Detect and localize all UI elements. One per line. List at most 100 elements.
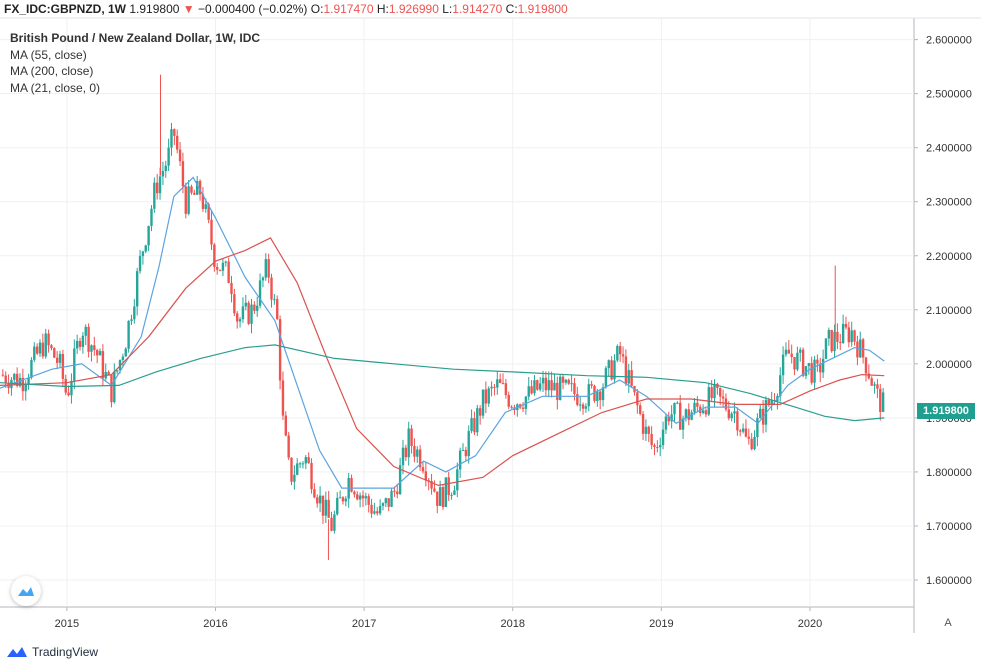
y-tick-label: 1.700000 <box>926 521 972 533</box>
candle-body <box>1 374 5 376</box>
candle-body <box>307 457 310 463</box>
candle-body <box>496 379 499 388</box>
candle-body <box>238 319 242 322</box>
candle-body <box>816 359 819 364</box>
candle-body <box>876 384 879 389</box>
candle-body <box>267 259 270 278</box>
candle-body <box>95 350 99 356</box>
candle-body <box>98 351 102 356</box>
candle-body <box>436 491 439 506</box>
chart-legend: British Pound / New Zealand Dollar, 1W, … <box>10 30 260 96</box>
candle-body <box>170 129 173 148</box>
candle-body <box>824 338 828 359</box>
candle-body <box>250 304 253 324</box>
candle-body <box>581 404 585 409</box>
candle-body <box>733 411 736 414</box>
candle-body <box>338 497 342 499</box>
candle-body <box>124 348 127 357</box>
candle-body <box>458 450 462 470</box>
candle-body <box>324 499 328 516</box>
candle-body <box>601 387 605 401</box>
x-tick-label: 2017 <box>352 618 376 630</box>
candle-body <box>447 477 450 496</box>
candle-body <box>604 368 608 388</box>
candle-body <box>807 363 811 367</box>
y-tick-label: 1.800000 <box>926 467 972 479</box>
tradingview-logo-text: TradingView <box>32 645 99 659</box>
candle-body <box>344 498 348 502</box>
candle-body <box>350 477 353 492</box>
y-tick-label: 2.100000 <box>926 305 972 317</box>
candle-body <box>673 402 676 415</box>
auto-scale-button[interactable]: A <box>944 617 952 629</box>
candle-body <box>647 426 650 434</box>
legend-item-ma55[interactable]: MA (55, close) <box>10 47 87 62</box>
candle-body <box>241 306 245 320</box>
candle-body <box>367 496 370 505</box>
candle-body <box>661 429 665 446</box>
candle-body <box>461 449 465 451</box>
candle-body <box>573 383 576 394</box>
candle-body <box>590 384 593 386</box>
candle-body <box>473 418 476 433</box>
symbol-header: FX_IDC:GBPNZD, 1W 1.919800 ▼ −0.000400 (… <box>4 1 568 17</box>
candle-body <box>198 180 202 195</box>
candle-body <box>741 428 745 432</box>
candle-body <box>804 366 808 376</box>
candle-body <box>70 380 73 396</box>
candle-body <box>870 378 873 386</box>
candle-body <box>547 380 550 391</box>
candle-body <box>813 359 816 383</box>
candle-body <box>701 410 705 413</box>
high-label: H: <box>376 2 389 16</box>
candle-body <box>230 282 233 295</box>
candle-body <box>187 186 190 214</box>
candle-body <box>493 386 496 388</box>
candle-body <box>93 345 96 351</box>
candle-body <box>50 345 53 349</box>
candle-body <box>81 335 85 347</box>
candle-body <box>193 192 196 195</box>
candle-body <box>624 356 628 384</box>
candle-body <box>641 413 645 434</box>
candle-body <box>613 360 616 380</box>
candle-body <box>487 388 490 404</box>
candle-body <box>827 329 831 339</box>
candle-body <box>847 327 851 343</box>
candle-body <box>318 495 322 504</box>
candle-body <box>404 447 408 458</box>
candle-body <box>287 435 290 458</box>
x-tick-label: 2018 <box>500 618 524 630</box>
x-tick-label: 2015 <box>55 618 79 630</box>
candle-body <box>418 449 422 468</box>
candle-body <box>524 396 528 409</box>
candle-body <box>696 402 699 407</box>
candle-body <box>739 430 742 432</box>
candle-body <box>693 402 696 413</box>
legend-item-ma21[interactable]: MA (21, close, 0) <box>10 80 101 95</box>
candle-body <box>433 488 436 492</box>
candle-body <box>87 326 90 352</box>
candle-body <box>53 348 56 358</box>
candle-body <box>470 418 473 432</box>
candle-body <box>113 371 116 403</box>
candle-body <box>750 438 753 450</box>
candle-body <box>538 383 542 390</box>
candle-body <box>13 373 16 380</box>
candle-body <box>819 363 822 373</box>
candle-body <box>747 436 751 439</box>
candle-body <box>770 400 773 405</box>
candle-body <box>867 373 871 379</box>
candle-body <box>510 406 513 408</box>
candle-body <box>853 330 856 342</box>
candle-body <box>55 357 59 363</box>
candle-body <box>861 339 865 358</box>
legend-item-ma200[interactable]: MA (200, close) <box>10 64 94 78</box>
chart-navigation-button[interactable] <box>11 576 41 606</box>
change-arrow: ▼ <box>182 2 195 16</box>
x-tick-label: 2016 <box>203 618 227 630</box>
symbol-label: FX_IDC:GBPNZD, 1W <box>4 2 127 16</box>
candle-body <box>653 445 656 448</box>
candle-body <box>353 491 356 495</box>
